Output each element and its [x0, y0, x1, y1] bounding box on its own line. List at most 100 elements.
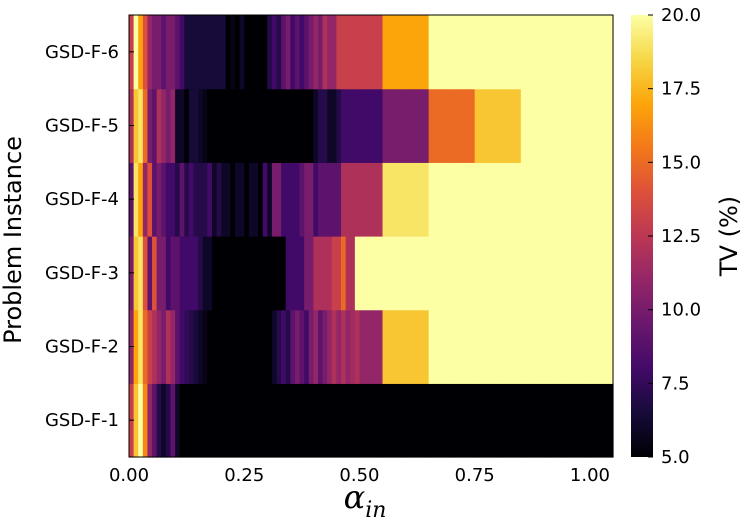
- heatmap-cell: [336, 383, 342, 458]
- colorbar-ticks: 5.0 7.5 10.0 12.5 15.0 17.5 20.0: [648, 5, 701, 468]
- heatmap-cell: [175, 15, 181, 90]
- heatmap-cell: [239, 383, 245, 458]
- heatmap-cell: [211, 15, 218, 90]
- colorbar-label: TV (%): [715, 196, 743, 277]
- heatmap-cell: [382, 383, 407, 458]
- heatmap-cell: [589, 236, 614, 311]
- heatmap-cell: [147, 15, 153, 90]
- heatmap-cell: [341, 309, 347, 384]
- heatmap-cell: [152, 309, 158, 384]
- heatmap-cell: [207, 309, 213, 384]
- heatmap-cell: [294, 162, 301, 237]
- heatmap-cell: [188, 309, 195, 384]
- heatmap-cell: [336, 309, 342, 384]
- heatmap-cell: [327, 309, 333, 384]
- heatmap-cell: [225, 15, 232, 90]
- heatmap-cell: [258, 309, 264, 384]
- colorbar-tick-label: 17.5: [661, 79, 701, 100]
- heatmap-cell: [267, 309, 273, 384]
- y-tick-label: GSD-F-1: [45, 410, 119, 431]
- heatmap-cell: [285, 236, 291, 311]
- heatmap-cell: [354, 15, 361, 90]
- heatmap-cell: [405, 162, 430, 237]
- heatmap-cell: [152, 88, 158, 163]
- heatmap-cell: [350, 162, 356, 237]
- heatmap-cell: [253, 88, 259, 163]
- heatmap-cell: [520, 15, 545, 90]
- heatmap-cell: [133, 15, 139, 90]
- heatmap-cell: [474, 309, 499, 384]
- heatmap-cell: [239, 236, 245, 311]
- heatmap-cell: [451, 88, 476, 163]
- colorbar-tick-label: 5.0: [661, 447, 690, 468]
- heatmap-cell: [304, 162, 310, 237]
- heatmap-cell: [221, 162, 227, 237]
- heatmap-cell: [239, 88, 245, 163]
- heatmap-cell: [566, 162, 591, 237]
- x-axis-label-base: α: [344, 478, 366, 516]
- heatmap-cell: [258, 236, 264, 311]
- heatmap-cell: [428, 15, 453, 90]
- heatmap-cell: [253, 236, 259, 311]
- heatmap-cell: [294, 309, 301, 384]
- heatmap-cell: [451, 162, 476, 237]
- heatmap-cell: [271, 15, 278, 90]
- heatmap-cell: [299, 162, 305, 237]
- heatmap-cell: [354, 236, 361, 311]
- heatmap-cell: [336, 15, 342, 90]
- heatmap-cell: [258, 15, 264, 90]
- heatmap-cell: [235, 383, 241, 458]
- heatmap-cell: [520, 88, 545, 163]
- heatmap-cell: [341, 383, 347, 458]
- heatmap-cell: [244, 88, 250, 163]
- heatmap-cell: [235, 162, 241, 237]
- heatmap-cell: [193, 236, 199, 311]
- heatmap-cell: [345, 236, 351, 311]
- heatmap-cell: [285, 383, 291, 458]
- heatmap-cell: [221, 383, 227, 458]
- heatmap-cell: [202, 383, 208, 458]
- heatmap-cell: [175, 236, 181, 311]
- heatmap-cell: [276, 162, 282, 237]
- heatmap-cell: [566, 236, 591, 311]
- heatmap-cell: [350, 383, 356, 458]
- heatmap-cell: [165, 383, 172, 458]
- heatmap-cell: [566, 383, 591, 458]
- x-tick-label: 1.00: [570, 465, 610, 486]
- heatmap-cell: [451, 15, 476, 90]
- y-tick-label: GSD-F-5: [45, 116, 119, 137]
- heatmap-cell: [327, 383, 333, 458]
- heatmap-cell: [566, 88, 591, 163]
- heatmap-cell: [230, 88, 236, 163]
- heatmap-cell: [359, 162, 384, 237]
- heatmap-cell: [382, 236, 407, 311]
- heatmap-cell: [276, 309, 282, 384]
- heatmap-cell: [474, 383, 499, 458]
- heatmap-cell: [317, 236, 324, 311]
- heatmap-cell: [451, 236, 476, 311]
- x-tick-label: 0.25: [224, 465, 264, 486]
- heatmap-cell: [225, 162, 232, 237]
- heatmap-cell: [317, 383, 324, 458]
- heatmap-cell: [276, 236, 282, 311]
- heatmap-cell: [262, 383, 268, 458]
- heatmap-cell: [165, 162, 172, 237]
- heatmap-cell: [142, 15, 149, 90]
- heatmap-cell: [543, 162, 568, 237]
- heatmap-cell: [290, 162, 296, 237]
- heatmap-cell: [248, 383, 255, 458]
- heatmap-cell: [543, 236, 568, 311]
- heatmap-cell: [313, 383, 319, 458]
- heatmap-cell: [313, 309, 319, 384]
- heatmap-cell: [327, 236, 333, 311]
- heatmap-cell: [225, 309, 232, 384]
- heatmap-cell: [331, 236, 338, 311]
- heatmap-cell: [133, 383, 139, 458]
- heatmap-cell: [285, 88, 291, 163]
- x-tick-label: 0.50: [339, 465, 379, 486]
- heatmap-cell: [267, 88, 273, 163]
- heatmap-cell: [345, 309, 351, 384]
- heatmap-cell: [350, 15, 356, 90]
- heatmap-cell: [262, 162, 268, 237]
- heatmap-cell: [327, 88, 333, 163]
